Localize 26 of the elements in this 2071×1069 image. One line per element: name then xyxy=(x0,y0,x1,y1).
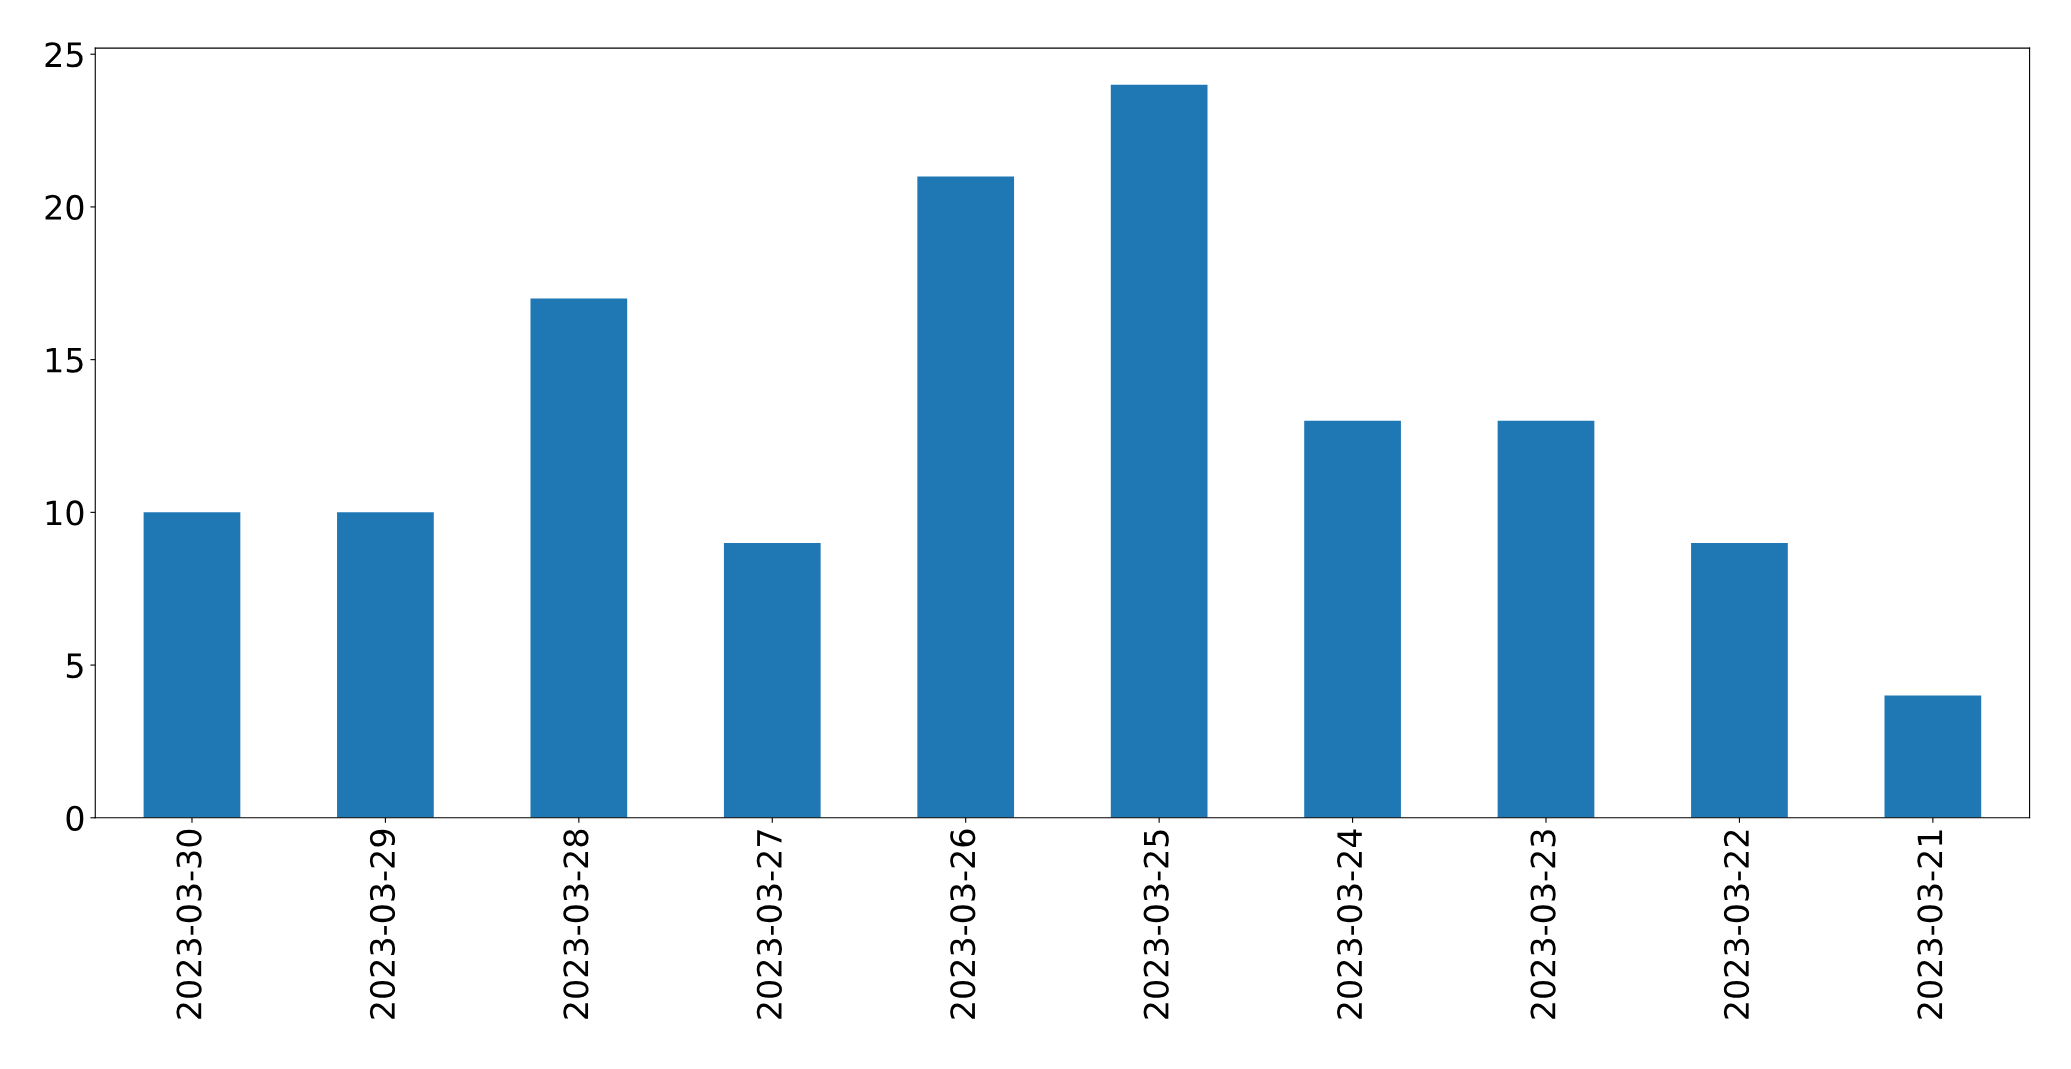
bar xyxy=(723,542,821,818)
x-tick-label: 2023-03-24 xyxy=(1337,829,1363,1019)
y-tick-label: 5 xyxy=(66,653,83,679)
x-tick-label: 2023-03-28 xyxy=(563,829,589,1019)
bar xyxy=(917,176,1015,818)
x-tick-label: 2023-03-26 xyxy=(950,829,976,1019)
x-tick-label: 2023-03-22 xyxy=(1723,830,1750,1019)
y-tick-label: 0 xyxy=(66,805,84,831)
bar xyxy=(1304,420,1401,818)
y-tick-label: 20 xyxy=(45,194,84,221)
bar xyxy=(1884,695,1982,818)
bar xyxy=(530,298,628,818)
x-tick-label: 2023-03-29 xyxy=(369,829,396,1019)
y-tick-label: 25 xyxy=(45,42,83,68)
bar xyxy=(143,512,241,818)
bar xyxy=(1110,84,1208,818)
x-tick-label: 2023-03-30 xyxy=(176,829,202,1019)
x-tick-label: 2023-03-23 xyxy=(1530,830,1556,1019)
x-tick-label: 2023-03-21 xyxy=(1917,830,1943,1019)
bar xyxy=(337,512,434,818)
bar xyxy=(1691,542,1788,818)
y-tick-label: 15 xyxy=(46,348,83,373)
bar xyxy=(1497,420,1595,818)
x-tick-label: 2023-03-27 xyxy=(756,830,782,1019)
y-tick-label: 10 xyxy=(46,500,84,526)
x-tick-label: 2023-03-25 xyxy=(1143,830,1169,1019)
